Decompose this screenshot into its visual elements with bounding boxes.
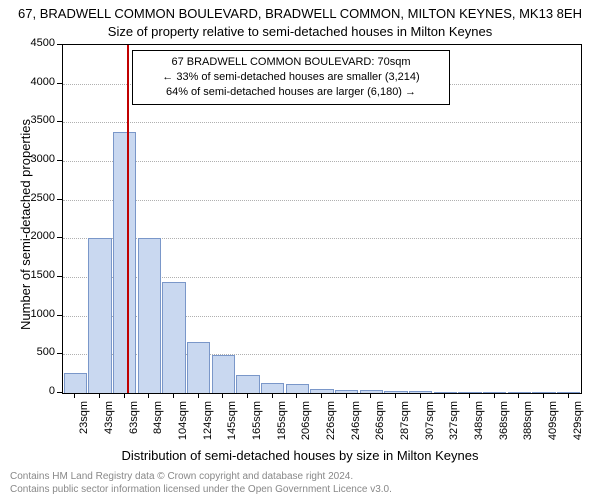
x-tick-mark bbox=[222, 393, 223, 398]
bar bbox=[212, 355, 236, 393]
x-tick-mark bbox=[272, 393, 273, 398]
y-tick-label: 2000 bbox=[31, 230, 55, 242]
gridline bbox=[63, 122, 581, 123]
x-tick-label: 226sqm bbox=[325, 401, 337, 445]
y-tick-mark bbox=[57, 237, 62, 238]
x-tick-label: 429sqm bbox=[572, 401, 584, 445]
x-tick-label: 165sqm bbox=[251, 401, 263, 445]
bar bbox=[508, 392, 532, 393]
x-tick-label: 84sqm bbox=[152, 401, 164, 445]
x-tick-label: 63sqm bbox=[128, 401, 140, 445]
x-axis-label: Distribution of semi-detached houses by … bbox=[0, 448, 600, 463]
x-tick-mark bbox=[370, 393, 371, 398]
bar bbox=[286, 384, 310, 393]
x-tick-mark bbox=[198, 393, 199, 398]
gridline bbox=[63, 161, 581, 162]
y-tick-mark bbox=[57, 276, 62, 277]
x-tick-label: 348sqm bbox=[473, 401, 485, 445]
x-tick-label: 287sqm bbox=[399, 401, 411, 445]
x-tick-mark bbox=[469, 393, 470, 398]
y-tick-label: 0 bbox=[49, 385, 55, 397]
chart-container: 67, BRADWELL COMMON BOULEVARD, BRADWELL … bbox=[0, 0, 600, 500]
marker-line bbox=[127, 45, 129, 393]
x-tick-label: 266sqm bbox=[374, 401, 386, 445]
x-tick-mark bbox=[420, 393, 421, 398]
y-tick-mark bbox=[57, 353, 62, 354]
annotation-line3: 64% of semi-detached houses are larger (… bbox=[141, 85, 441, 100]
x-tick-mark bbox=[518, 393, 519, 398]
x-tick-label: 185sqm bbox=[276, 401, 288, 445]
x-tick-mark bbox=[296, 393, 297, 398]
y-tick-label: 4000 bbox=[31, 76, 55, 88]
y-tick-label: 3000 bbox=[31, 153, 55, 165]
bar bbox=[261, 383, 285, 393]
bar bbox=[187, 342, 211, 393]
x-tick-label: 307sqm bbox=[424, 401, 436, 445]
x-tick-label: 388sqm bbox=[522, 401, 534, 445]
bar bbox=[409, 391, 433, 393]
y-tick-mark bbox=[57, 315, 62, 316]
bar bbox=[434, 392, 458, 393]
x-tick-mark bbox=[543, 393, 544, 398]
annotation-line2: ← 33% of semi-detached houses are smalle… bbox=[141, 70, 441, 85]
bar bbox=[113, 132, 137, 393]
bar bbox=[236, 375, 260, 393]
x-tick-mark bbox=[494, 393, 495, 398]
x-tick-label: 145sqm bbox=[226, 401, 238, 445]
x-tick-label: 206sqm bbox=[300, 401, 312, 445]
y-tick-label: 500 bbox=[37, 346, 55, 358]
bar bbox=[64, 373, 88, 393]
bar bbox=[335, 390, 359, 393]
x-tick-mark bbox=[444, 393, 445, 398]
y-tick-mark bbox=[57, 199, 62, 200]
x-tick-mark bbox=[568, 393, 569, 398]
y-tick-mark bbox=[57, 121, 62, 122]
x-tick-label: 43sqm bbox=[103, 401, 115, 445]
y-tick-label: 4500 bbox=[31, 37, 55, 49]
x-tick-label: 409sqm bbox=[547, 401, 559, 445]
y-tick-label: 1500 bbox=[31, 269, 55, 281]
bar bbox=[88, 238, 112, 393]
x-tick-label: 104sqm bbox=[177, 401, 189, 445]
footer-line-2: Contains public sector information licen… bbox=[10, 484, 392, 497]
annotation-box: 67 BRADWELL COMMON BOULEVARD: 70sqm← 33%… bbox=[132, 50, 450, 105]
chart-title: 67, BRADWELL COMMON BOULEVARD, BRADWELL … bbox=[0, 6, 600, 21]
x-tick-mark bbox=[148, 393, 149, 398]
x-tick-label: 23sqm bbox=[78, 401, 90, 445]
y-tick-mark bbox=[57, 44, 62, 45]
chart-subtitle: Size of property relative to semi-detach… bbox=[0, 24, 600, 39]
x-tick-mark bbox=[173, 393, 174, 398]
bar bbox=[483, 392, 507, 393]
x-tick-mark bbox=[395, 393, 396, 398]
bar bbox=[360, 390, 384, 393]
x-tick-mark bbox=[124, 393, 125, 398]
x-tick-mark bbox=[99, 393, 100, 398]
y-tick-label: 1000 bbox=[31, 308, 55, 320]
x-tick-label: 327sqm bbox=[448, 401, 460, 445]
bar bbox=[138, 238, 162, 393]
gridline bbox=[63, 200, 581, 201]
bar bbox=[557, 392, 581, 393]
y-tick-mark bbox=[57, 160, 62, 161]
y-tick-mark bbox=[57, 83, 62, 84]
x-tick-label: 124sqm bbox=[202, 401, 214, 445]
footer-copyright: Contains HM Land Registry data © Crown c… bbox=[10, 471, 392, 496]
annotation-line1: 67 BRADWELL COMMON BOULEVARD: 70sqm bbox=[141, 55, 441, 70]
x-tick-mark bbox=[247, 393, 248, 398]
x-tick-mark bbox=[321, 393, 322, 398]
y-tick-label: 3500 bbox=[31, 114, 55, 126]
x-tick-mark bbox=[74, 393, 75, 398]
footer-line-1: Contains HM Land Registry data © Crown c… bbox=[10, 471, 392, 484]
y-axis-label: Number of semi-detached properties bbox=[18, 119, 33, 330]
y-tick-mark bbox=[57, 392, 62, 393]
bar bbox=[162, 282, 186, 393]
y-tick-label: 2500 bbox=[31, 192, 55, 204]
x-tick-label: 368sqm bbox=[498, 401, 510, 445]
x-tick-mark bbox=[346, 393, 347, 398]
x-tick-label: 246sqm bbox=[350, 401, 362, 445]
